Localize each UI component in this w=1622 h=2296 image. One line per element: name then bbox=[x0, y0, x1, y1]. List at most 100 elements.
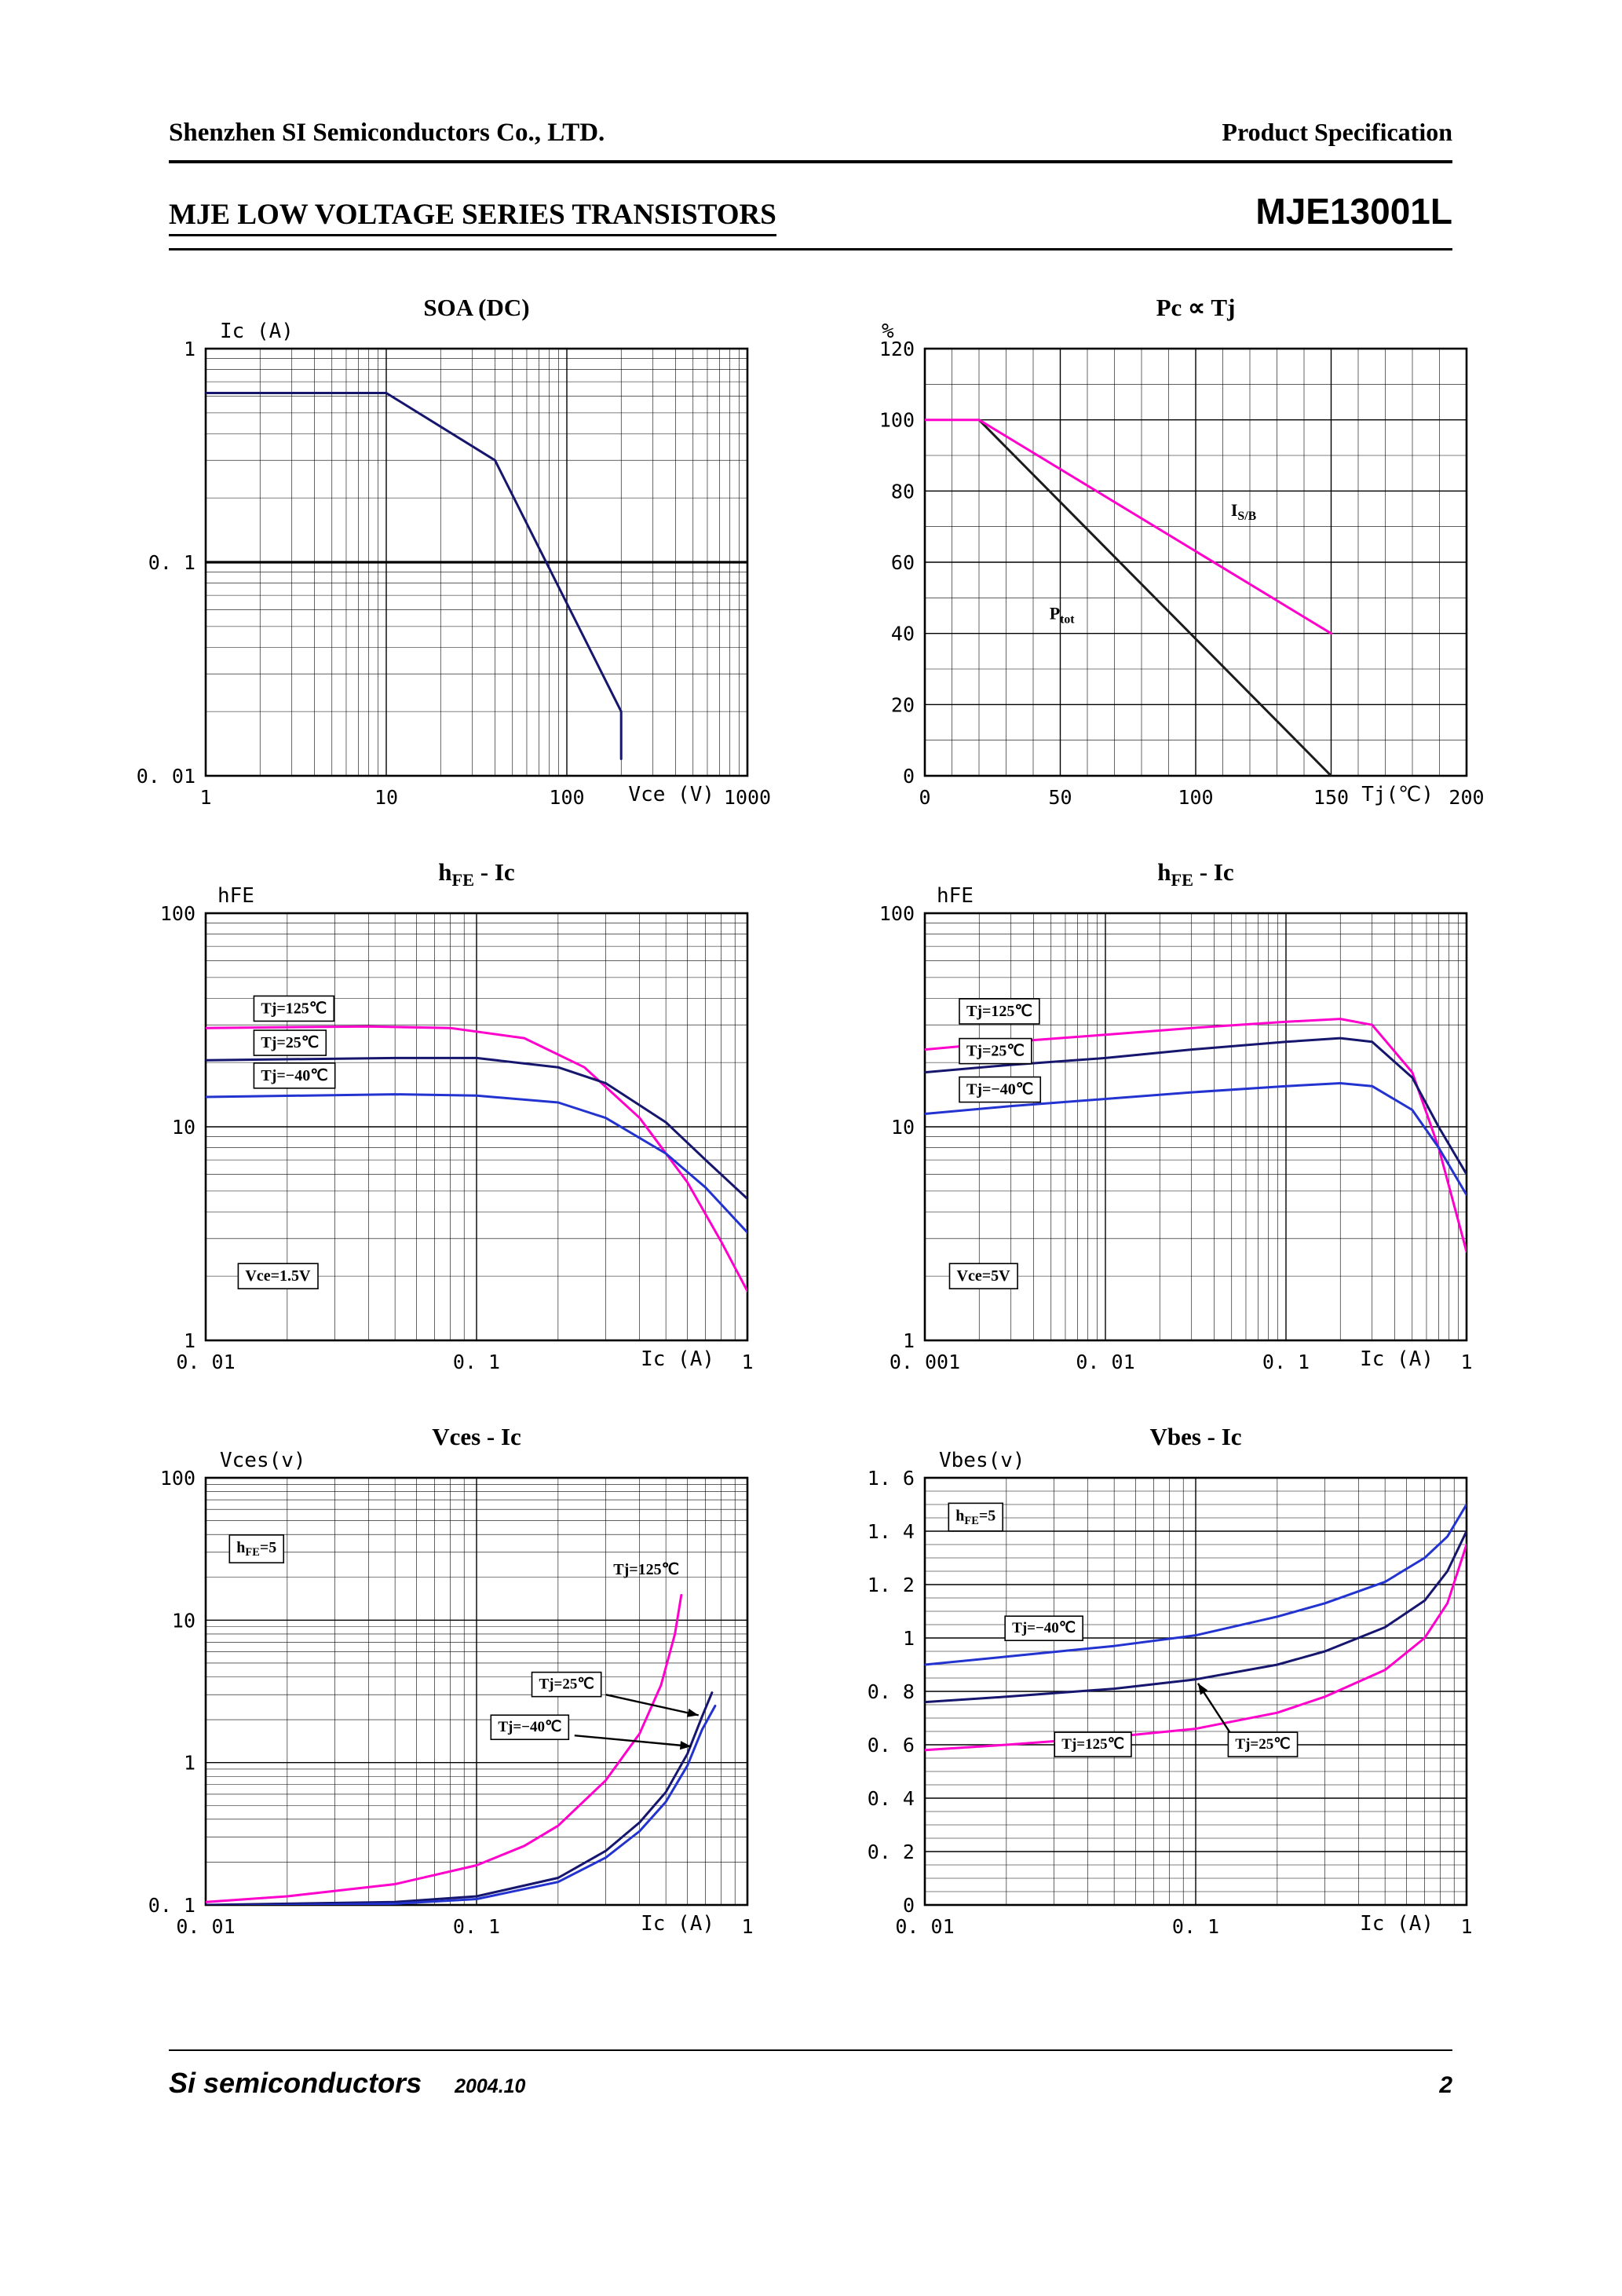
svg-text:0: 0 bbox=[903, 1894, 915, 1917]
title-bar: MJE LOW VOLTAGE SERIES TRANSISTORS MJE13… bbox=[169, 190, 1452, 236]
footer-brand: Si semiconductors bbox=[169, 2067, 422, 2099]
svg-text:Tj=25℃: Tj=25℃ bbox=[1235, 1736, 1290, 1753]
svg-text:0. 01: 0. 01 bbox=[895, 1915, 954, 1938]
svg-text:IS/B: IS/B bbox=[1231, 500, 1257, 523]
part-number: MJE13001L bbox=[1255, 191, 1452, 232]
svg-text:1. 2: 1. 2 bbox=[868, 1574, 915, 1596]
svg-text:80: 80 bbox=[891, 480, 915, 503]
pc-tj-chart: 0 50 100 150 200 0 20 40 60 80 100 120 Pc ∝ Tj% Tj(℃)… bbox=[829, 280, 1512, 833]
svg-text:20: 20 bbox=[891, 693, 915, 716]
svg-text:0: 0 bbox=[903, 765, 915, 788]
svg-text:0. 8: 0. 8 bbox=[868, 1680, 915, 1703]
svg-text:Vces - Ic: Vces - Ic bbox=[432, 1423, 521, 1450]
svg-text:0. 01: 0. 01 bbox=[1076, 1351, 1134, 1373]
svg-text:Tj=125℃: Tj=125℃ bbox=[613, 1561, 679, 1578]
company-name: Shenzhen SI Semiconductors Co., LTD. bbox=[169, 119, 605, 147]
svg-text:150: 150 bbox=[1313, 786, 1349, 809]
doc-type-label: Product Specification bbox=[1222, 118, 1452, 146]
svg-text:60: 60 bbox=[891, 551, 915, 574]
svg-text:1: 1 bbox=[199, 786, 211, 809]
svg-text:100: 100 bbox=[160, 902, 195, 925]
svg-text:Pc ∝ Tj: Pc ∝ Tj bbox=[1156, 294, 1236, 321]
svg-text:100: 100 bbox=[160, 1467, 195, 1490]
svg-text:1. 4: 1. 4 bbox=[868, 1520, 915, 1543]
svg-text:Ic (A): Ic (A) bbox=[1360, 1912, 1434, 1936]
svg-text:0. 01: 0. 01 bbox=[176, 1351, 235, 1373]
svg-text:Tj=125℃: Tj=125℃ bbox=[261, 1000, 327, 1017]
svg-text:Ic (A): Ic (A) bbox=[641, 1347, 714, 1371]
svg-text:Ic (A): Ic (A) bbox=[1360, 1347, 1434, 1371]
hfe-ic-vce1v5-chart: 0. 01 0. 1 1 100 10 1 hFE - Ic hFE Ic (A) Tj=125℃… bbox=[110, 844, 793, 1398]
svg-text:Ptot: Ptot bbox=[1050, 604, 1076, 627]
svg-text:0. 1: 0. 1 bbox=[1262, 1351, 1310, 1373]
svg-text:0. 001: 0. 001 bbox=[890, 1351, 960, 1373]
svg-text:Tj=25℃: Tj=25℃ bbox=[261, 1034, 319, 1051]
svg-text:Tj=−40℃: Tj=−40℃ bbox=[498, 1719, 561, 1735]
svg-text:hFE: hFE bbox=[217, 884, 254, 908]
soa-dc-chart: 1 10 100 1000 1 0. 1 0. 01 SOA (DC) Ic (A) Vce (V… bbox=[110, 280, 793, 833]
svg-text:0. 6: 0. 6 bbox=[868, 1734, 915, 1757]
svg-text:0. 1: 0. 1 bbox=[148, 1894, 195, 1917]
svg-text:10: 10 bbox=[374, 786, 398, 809]
svg-text:10: 10 bbox=[891, 1116, 915, 1139]
svg-text:Vces(v): Vces(v) bbox=[220, 1449, 306, 1472]
svg-text:200: 200 bbox=[1448, 786, 1484, 809]
svg-text:hFE - Ic: hFE - Ic bbox=[438, 858, 514, 890]
svg-text:100: 100 bbox=[879, 902, 915, 925]
svg-text:0: 0 bbox=[919, 786, 930, 809]
vces-ic-chart: 0. 01 0. 1 1 100 10 1 0. 1 Vces - Ic Vces(v) Ic (… bbox=[110, 1409, 793, 1962]
footer-date: 2004.10 bbox=[455, 2075, 526, 2097]
svg-text:1: 1 bbox=[184, 1752, 195, 1775]
svg-text:Vce (V): Vce (V) bbox=[628, 783, 714, 806]
svg-text:10: 10 bbox=[172, 1609, 195, 1632]
svg-text:1: 1 bbox=[184, 338, 195, 360]
svg-text:Vce=5V: Vce=5V bbox=[957, 1267, 1011, 1285]
svg-text:hFE: hFE bbox=[937, 884, 974, 908]
svg-text:hFE=5: hFE=5 bbox=[236, 1539, 276, 1559]
svg-text:Tj=125℃: Tj=125℃ bbox=[1061, 1736, 1124, 1753]
svg-text:1: 1 bbox=[1460, 1351, 1472, 1373]
svg-text:0. 01: 0. 01 bbox=[137, 765, 195, 788]
svg-text:%: % bbox=[882, 320, 894, 343]
svg-text:0. 1: 0. 1 bbox=[453, 1915, 500, 1938]
svg-text:1: 1 bbox=[903, 1329, 915, 1352]
svg-text:Tj=−40℃: Tj=−40℃ bbox=[261, 1067, 327, 1084]
svg-text:Tj=25℃: Tj=25℃ bbox=[539, 1676, 594, 1693]
svg-text:Tj=−40℃: Tj=−40℃ bbox=[1012, 1620, 1076, 1636]
svg-text:SOA (DC): SOA (DC) bbox=[423, 294, 529, 321]
svg-text:10: 10 bbox=[172, 1116, 195, 1139]
svg-text:0. 01: 0. 01 bbox=[176, 1915, 235, 1938]
svg-text:1: 1 bbox=[1460, 1915, 1472, 1938]
svg-text:Tj(℃): Tj(℃) bbox=[1361, 783, 1434, 806]
svg-text:0. 2: 0. 2 bbox=[868, 1841, 915, 1863]
page-number: 2 bbox=[1439, 2072, 1452, 2098]
svg-text:1: 1 bbox=[184, 1329, 195, 1352]
title-divider bbox=[169, 248, 1452, 250]
svg-text:Vbes(v): Vbes(v) bbox=[939, 1449, 1025, 1472]
svg-text:120: 120 bbox=[879, 338, 915, 360]
header-divider bbox=[169, 160, 1452, 163]
svg-text:0. 1: 0. 1 bbox=[1172, 1915, 1219, 1938]
charts-grid: 1 10 100 1000 1 0. 1 0. 01 SOA (DC) Ic (A) Vce (V… bbox=[110, 280, 1512, 1962]
svg-text:100: 100 bbox=[549, 786, 584, 809]
svg-text:0. 1: 0. 1 bbox=[148, 551, 195, 574]
svg-text:Tj=25℃: Tj=25℃ bbox=[966, 1043, 1025, 1060]
svg-text:100: 100 bbox=[1178, 786, 1213, 809]
svg-text:Vbes - Ic: Vbes - Ic bbox=[1149, 1423, 1241, 1450]
svg-text:Tj=−40℃: Tj=−40℃ bbox=[966, 1081, 1033, 1099]
svg-text:Ic (A): Ic (A) bbox=[220, 320, 294, 343]
page-footer: Si semiconductors 2004.10 2 bbox=[169, 2067, 1452, 2100]
svg-text:1000: 1000 bbox=[724, 786, 771, 809]
svg-text:1: 1 bbox=[741, 1915, 753, 1938]
svg-text:100: 100 bbox=[879, 409, 915, 432]
svg-text:50: 50 bbox=[1048, 786, 1072, 809]
vbes-ic-chart: 0. 01 0. 1 1 0 0. 2 0. 4 0. 6 0. 8 1 1. 2 1. 4 1. 6… bbox=[829, 1409, 1512, 1962]
svg-text:0. 1: 0. 1 bbox=[453, 1351, 500, 1373]
svg-text:0. 4: 0. 4 bbox=[868, 1787, 915, 1810]
page-header: Shenzhen SI Semiconductors Co., LTD. Pro… bbox=[169, 118, 1452, 148]
series-title: MJE LOW VOLTAGE SERIES TRANSISTORS bbox=[169, 198, 776, 236]
svg-text:Vce=1.5V: Vce=1.5V bbox=[245, 1267, 311, 1285]
svg-text:hFE - Ic: hFE - Ic bbox=[1157, 858, 1233, 890]
svg-text:Tj=125℃: Tj=125℃ bbox=[966, 1003, 1032, 1020]
